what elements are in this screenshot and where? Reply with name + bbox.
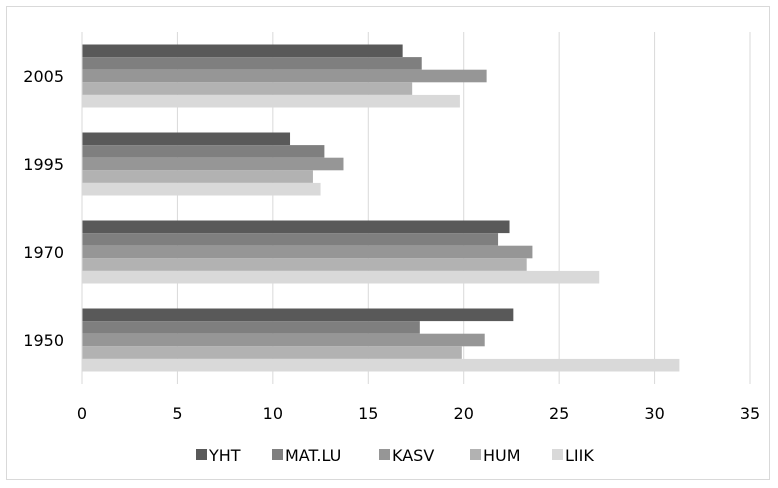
x-tick-label: 10 [263, 404, 283, 423]
y-tick-label: 1950 [23, 331, 64, 350]
bar-kasv-1995 [82, 157, 344, 171]
legend-swatch-yht [196, 449, 207, 460]
bar-kasv-1950 [82, 333, 485, 347]
y-tick-label: 2005 [23, 67, 64, 86]
y-tick-label: 1970 [23, 243, 64, 262]
legend-swatch-mat-lu [272, 449, 283, 460]
x-tick-label: 0 [77, 404, 87, 423]
legend-label: MAT.LU [285, 446, 341, 465]
legend-label: LIIK [565, 446, 594, 465]
bar-hum-1970 [82, 258, 527, 271]
bar-liik-2005 [82, 94, 460, 108]
x-tick-label: 15 [358, 404, 378, 423]
bar-hum-1995 [82, 170, 313, 183]
legend-label: KASV [392, 446, 434, 465]
bar-mat-lu-1970 [82, 233, 499, 246]
axes: 0 5 10 15 20 25 30 35 1950 1970 1995 2005 [23, 32, 760, 423]
y-tick-label: 1995 [23, 155, 64, 174]
legend-swatch-hum [470, 449, 481, 460]
bar-liik-1970 [82, 270, 600, 284]
bar-kasv-2005 [82, 69, 487, 83]
legend-label: YHT [208, 446, 241, 465]
bar-hum-1950 [82, 346, 462, 359]
x-tick-label: 35 [740, 404, 760, 423]
bar-liik-1950 [82, 358, 680, 372]
bars [82, 44, 680, 372]
x-tick-label: 5 [172, 404, 182, 423]
bar-yht-1995 [82, 132, 291, 146]
bar-yht-2005 [82, 44, 403, 58]
legend: YHT MAT.LU KASV HUM LIIK [196, 446, 594, 465]
bar-mat-lu-1950 [82, 321, 420, 334]
bar-mat-lu-1995 [82, 145, 325, 158]
bar-yht-1970 [82, 220, 510, 234]
legend-label: HUM [483, 446, 521, 465]
bar-mat-lu-2005 [82, 57, 422, 70]
x-tick-label: 20 [454, 404, 474, 423]
bar-liik-1995 [82, 182, 321, 196]
bar-yht-1950 [82, 308, 514, 322]
bar-kasv-1970 [82, 245, 533, 259]
legend-swatch-liik [552, 449, 563, 460]
x-tick-label: 30 [644, 404, 664, 423]
x-tick-label: 25 [549, 404, 569, 423]
legend-swatch-kasv [379, 449, 390, 460]
bar-hum-2005 [82, 82, 413, 95]
